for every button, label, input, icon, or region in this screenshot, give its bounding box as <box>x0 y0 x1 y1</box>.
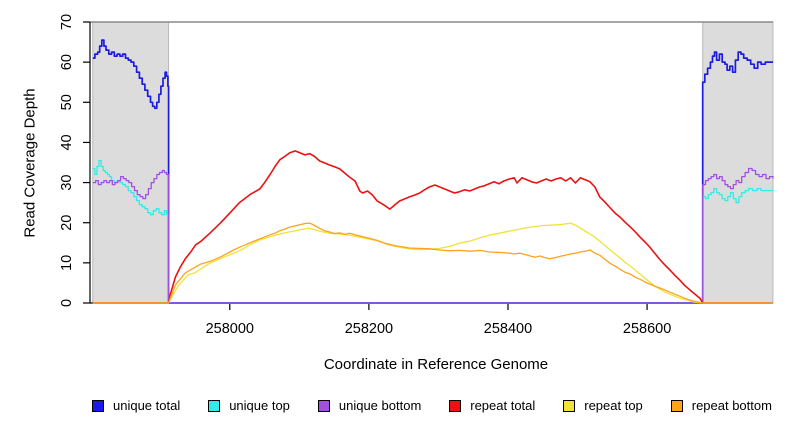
legend-item-repeat-bottom: repeat bottom <box>670 398 772 413</box>
legend-label: unique bottom <box>338 398 422 413</box>
y-tick-label: 50 <box>59 94 75 110</box>
legend-swatch <box>92 399 104 412</box>
legend-swatch <box>317 399 330 412</box>
x-tick-label: 258400 <box>484 321 532 337</box>
legend-item-repeat-total: repeat total <box>449 398 535 413</box>
legend-label: repeat bottom <box>691 398 772 413</box>
repeat-bottom-line <box>92 222 773 304</box>
legend-item-unique-total: unique total <box>92 398 180 413</box>
legend-label: unique total <box>113 398 181 413</box>
shaded-region <box>702 21 774 304</box>
unique-total-line <box>92 39 773 304</box>
y-tick-label: 60 <box>59 54 75 70</box>
repeat-total-line <box>92 150 773 304</box>
y-tick-label: 0 <box>59 299 75 307</box>
unique-top-line <box>92 159 773 304</box>
x-axis-title: Coordinate in Reference Genome <box>323 356 549 373</box>
x-tick-label: 258600 <box>623 321 671 337</box>
y-tick-label: 70 <box>59 14 75 30</box>
legend-swatch <box>670 399 683 412</box>
x-tick-label: 258000 <box>206 321 254 337</box>
legend-label: unique top <box>229 398 290 413</box>
legend-item-unique-bottom: unique bottom <box>317 398 422 413</box>
plot-area: 0 10 20 30 40 50 60 70 258000 258200 258400 258600 <box>59 14 774 337</box>
x-tick-label: 258200 <box>345 321 393 337</box>
repeat-top-line <box>92 222 773 304</box>
unique-bottom-line <box>92 167 774 304</box>
y-tick-label: 20 <box>59 215 75 231</box>
legend: unique total unique top unique bottom repea… <box>92 398 772 413</box>
legend-label: repeat top <box>584 398 643 413</box>
legend-swatch <box>449 399 462 412</box>
legend-swatch <box>208 399 221 412</box>
legend-swatch <box>563 399 576 412</box>
y-tick-label: 40 <box>59 134 75 150</box>
legend-item-unique-top: unique top <box>208 398 290 413</box>
y-tick-label: 30 <box>59 175 75 191</box>
legend-label: repeat total <box>470 398 536 413</box>
y-axis-title: Read Coverage Depth <box>21 88 39 238</box>
y-tick-label: 10 <box>59 255 75 271</box>
shaded-region <box>92 21 170 304</box>
legend-item-repeat-top: repeat top <box>563 398 643 413</box>
